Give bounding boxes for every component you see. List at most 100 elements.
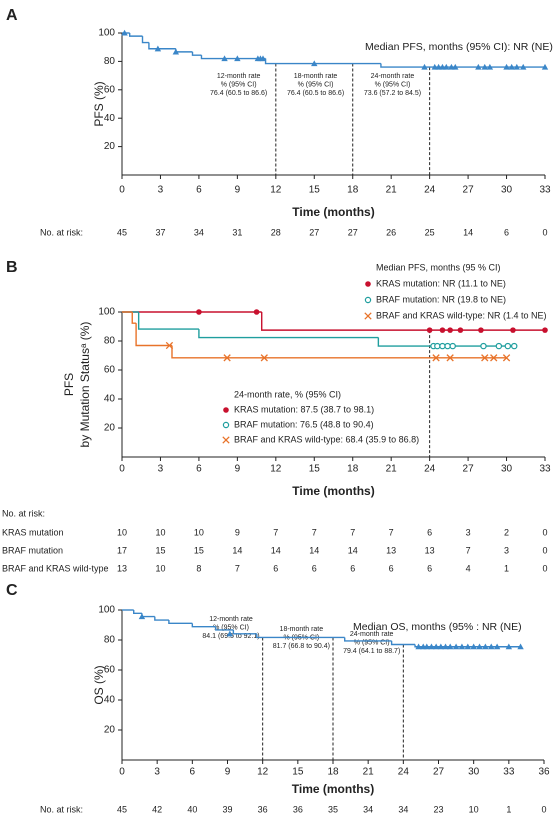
censor-mark: [508, 63, 515, 70]
risk-count: 6: [350, 563, 355, 573]
risk-count: 34: [363, 804, 373, 814]
y-tick-label: 40: [104, 394, 116, 405]
legend-marker: [365, 281, 371, 287]
censor-mark: [223, 354, 231, 362]
y-tick-label: 80: [104, 56, 116, 67]
km-step: [390, 640, 416, 646]
panel-label: B: [6, 259, 18, 276]
censor-mark: [434, 342, 441, 350]
km-step: [380, 63, 545, 68]
x-tick-label: 6: [196, 464, 202, 475]
cross-stroke: [490, 354, 498, 362]
risk-count: 6: [312, 563, 317, 573]
y-tick-label: 20: [104, 141, 116, 152]
rate-box-text: 24-month rate: [350, 631, 394, 638]
km-step: [377, 337, 515, 347]
legend-marker: [364, 312, 372, 320]
censor-mark: [517, 643, 524, 650]
km-step: [131, 312, 137, 324]
legend-marker: [364, 296, 372, 304]
x-tick-label: 27: [463, 464, 475, 475]
km-step: [133, 610, 142, 614]
censor-mark: [221, 55, 228, 62]
x-axis-label: Time (months): [292, 205, 374, 219]
y-axis-label: PFS: [62, 373, 76, 396]
censor-mark: [437, 643, 445, 650]
y-tick-label: 60: [104, 365, 116, 376]
rate-box-text: 76.4 (60.5 to 86.6): [210, 90, 267, 97]
km-step: [191, 51, 202, 56]
censor-mark: [504, 342, 512, 350]
rate-box-text: 81.7 (66.8 to 90.4): [273, 643, 330, 650]
rate-box-text: % (95% CI): [354, 639, 390, 646]
risk-count: 0: [542, 545, 547, 555]
risk-count: 37: [155, 227, 165, 237]
legend-label: BRAF mutation: NR (19.8 to NE): [376, 294, 506, 304]
x-tick-label: 27: [463, 185, 475, 196]
legend-label: BRAF and KRAS wild-type: NR (1.4 to NE): [376, 310, 547, 320]
risk-count: 36: [293, 804, 303, 814]
cross-stroke: [446, 354, 454, 362]
censor-mark: [476, 643, 483, 650]
annotation: Median OS, months (95% : NR (NE): [353, 621, 522, 633]
km-step: [148, 42, 176, 50]
y-tick-label: 20: [104, 725, 116, 736]
x-tick-label: 27: [433, 767, 445, 778]
x-tick-label: 3: [154, 767, 160, 778]
censor-mark: [443, 63, 450, 70]
risk-count: 14: [271, 545, 281, 555]
risk-count: 7: [312, 527, 317, 537]
km-step: [232, 629, 257, 635]
censor-mark: [511, 342, 518, 350]
km-step: [191, 623, 216, 628]
censor-mark: [259, 55, 267, 62]
censor-mark: [478, 327, 484, 333]
censor-mark: [541, 63, 549, 70]
y-tick-label: 100: [98, 605, 115, 616]
annotation: Median PFS, months (95% CI): NR (NE): [365, 41, 553, 53]
x-tick-label: 33: [503, 767, 515, 778]
cross-stroke: [223, 354, 231, 362]
risk-count: 34: [398, 804, 408, 814]
risk-count: 17: [117, 545, 127, 555]
y-tick-label: 40: [104, 695, 116, 706]
y-tick-label: 100: [98, 307, 115, 318]
censor-mark: [490, 354, 498, 362]
km-step: [344, 637, 392, 642]
censor-mark: [226, 630, 234, 637]
censor-mark: [452, 643, 460, 650]
x-tick-label: 12: [270, 185, 282, 196]
km-step: [141, 36, 149, 44]
x-tick-label: 18: [347, 185, 359, 196]
y-tick-label: 80: [104, 336, 116, 347]
rate-box-text: % (95% CI): [375, 81, 411, 88]
censor-mark: [154, 45, 162, 52]
x-tick-label: 24: [424, 464, 436, 475]
censor-mark: [432, 354, 440, 362]
x-tick-label: 3: [158, 185, 164, 196]
risk-count: 10: [194, 527, 204, 537]
legend-marker: [222, 436, 230, 444]
risk-count: 27: [348, 227, 358, 237]
censor-mark: [493, 643, 501, 650]
risk-count: 25: [425, 227, 435, 237]
censor-mark: [415, 643, 422, 650]
x-tick-label: 9: [235, 185, 241, 196]
risk-title: No. at risk:: [2, 508, 45, 518]
risk-count: 0: [541, 804, 546, 814]
risk-count: 13: [425, 545, 435, 555]
censor-mark: [423, 643, 430, 650]
risk-count: 14: [463, 227, 473, 237]
censor-mark: [486, 63, 494, 70]
risk-count: 3: [466, 527, 471, 537]
cross-stroke: [432, 354, 440, 362]
y-tick-label: 40: [104, 113, 116, 124]
rate-box-text: 12-month rate: [217, 73, 261, 80]
risk-count: 7: [235, 563, 240, 573]
legend-label: KRAS mutation: NR (11.1 to NE): [376, 278, 506, 288]
rate-legend-entry: BRAF mutation: 76.5 (48.8 to 90.4): [234, 419, 374, 429]
censor-mark: [470, 643, 477, 650]
censor-mark: [510, 327, 516, 333]
censor-mark: [446, 354, 454, 362]
censor-mark: [464, 643, 472, 650]
